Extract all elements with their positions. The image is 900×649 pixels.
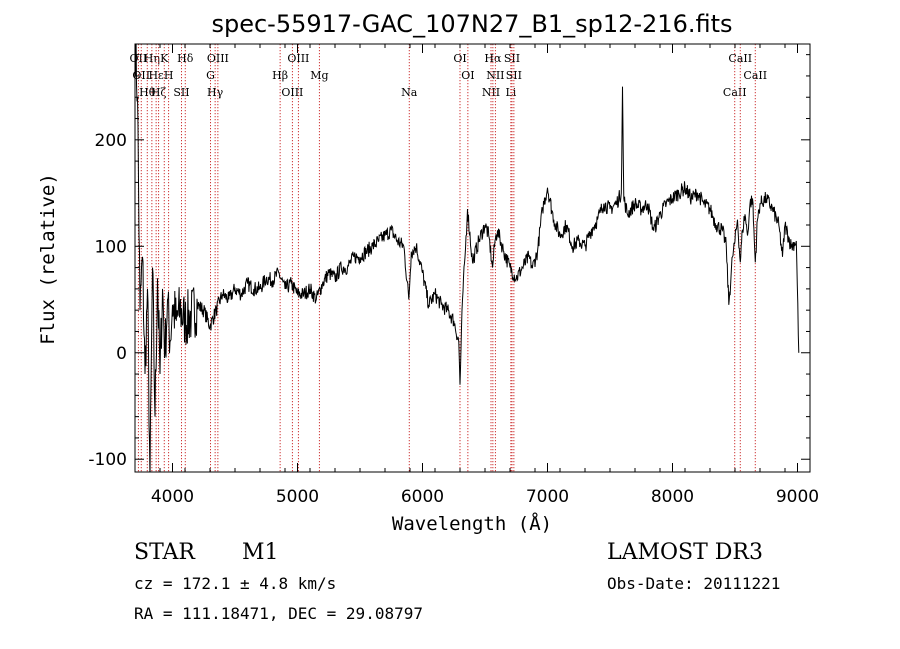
- line-marker-label: Hδ: [177, 52, 194, 65]
- line-marker-label: Hγ: [207, 86, 224, 99]
- line-marker-label: Hα: [484, 52, 502, 65]
- line-marker-label: Hη: [144, 52, 160, 65]
- line-marker-label: Li: [505, 86, 516, 99]
- axis-ticks: 4000 5000 6000 7000 8000 9000 -100 0 100 200: [88, 44, 819, 507]
- survey-name: LAMOST DR3: [607, 540, 763, 565]
- line-marker-label: Hζ: [151, 86, 167, 99]
- x-tick-label: 4000: [151, 487, 194, 507]
- line-marker-label: OI: [461, 69, 474, 82]
- line-marker-label: Hε: [148, 69, 164, 82]
- x-tick-label: 9000: [776, 487, 819, 507]
- line-marker-label: G: [206, 69, 215, 82]
- y-tick-label: -100: [88, 450, 127, 470]
- line-marker-label: OIII: [287, 52, 309, 65]
- x-tick-label: 6000: [401, 487, 444, 507]
- spectrum-line: [135, 44, 800, 472]
- redshift-text: cz = 172.1 ± 4.8 km/s: [134, 574, 337, 593]
- plot-frame: [134, 43, 811, 473]
- line-marker-label: CaII: [723, 86, 747, 99]
- line-marker-label: Na: [401, 86, 418, 99]
- y-tick-label: 200: [95, 131, 127, 151]
- line-markers: OIIOIIHθHηHεHζKHSIIHδGHγOIIIHβOIIIOIIIMg…: [130, 44, 767, 472]
- line-marker-label: Hβ: [272, 69, 288, 82]
- line-marker-label: NII: [482, 86, 500, 99]
- x-axis-label: Wavelength (Å): [392, 512, 552, 535]
- line-marker-label: OIII: [281, 86, 303, 99]
- x-tick-label: 5000: [276, 487, 319, 507]
- series-layer: [135, 44, 800, 472]
- line-marker-label: K: [160, 52, 169, 65]
- coordinates-text: RA = 111.18471, DEC = 29.08797: [134, 604, 423, 623]
- line-marker-label: Mg: [310, 69, 328, 82]
- obs-date-text: Obs-Date: 20111221: [607, 574, 781, 593]
- line-marker-label: SII: [173, 86, 189, 99]
- y-axis-label: Flux (relative): [37, 173, 59, 345]
- line-marker-label: SII: [504, 52, 520, 65]
- line-marker-label: OI: [453, 52, 466, 65]
- line-marker-label: CaII: [728, 52, 752, 65]
- chart-title: spec-55917-GAC_107N27_B1_sp12-216.fits: [211, 10, 732, 38]
- y-tick-label: 100: [95, 237, 127, 257]
- x-tick-label: 7000: [526, 487, 569, 507]
- line-marker-label: OIII: [207, 52, 229, 65]
- x-tick-label: 8000: [651, 487, 694, 507]
- line-marker-label: CaII: [743, 69, 767, 82]
- object-subclass: M1: [242, 540, 279, 565]
- object-class: STAR: [134, 540, 195, 565]
- line-marker-label: NII: [486, 69, 504, 82]
- line-marker-label: H: [164, 69, 174, 82]
- line-marker-label: SII: [506, 69, 522, 82]
- y-tick-label: 0: [116, 344, 127, 364]
- line-marker-label: OII: [130, 52, 148, 65]
